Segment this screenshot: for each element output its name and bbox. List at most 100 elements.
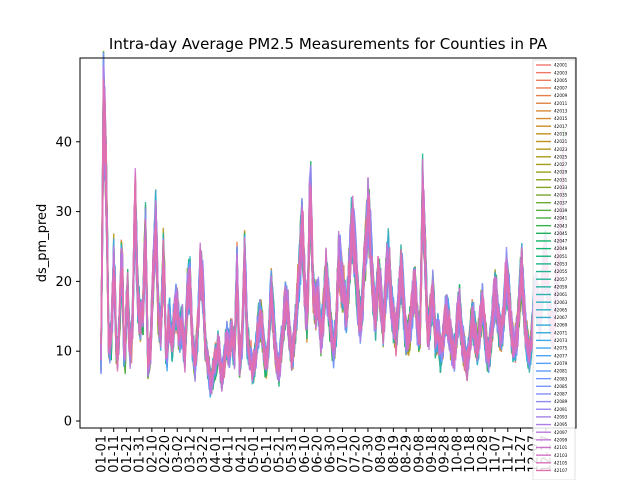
x-tick-label: 09-18 bbox=[425, 435, 440, 473]
legend-label: 42037 bbox=[554, 200, 568, 205]
legend-label: 42083 bbox=[554, 376, 568, 381]
legend-label: 42075 bbox=[554, 346, 568, 351]
x-tick-label: 07-10 bbox=[336, 435, 351, 473]
legend-label: 42093 bbox=[554, 415, 568, 420]
x-tick-label: 09-08 bbox=[412, 435, 427, 473]
x-tick-label: 06-10 bbox=[298, 435, 313, 473]
y-tick-label: 0 bbox=[64, 415, 72, 430]
y-tick-label: 20 bbox=[55, 275, 72, 290]
legend-label: 42027 bbox=[554, 162, 568, 167]
legend-label: 42007 bbox=[554, 86, 568, 91]
legend-label: 42049 bbox=[554, 246, 568, 251]
legend-label: 42023 bbox=[554, 147, 568, 152]
legend-label: 42015 bbox=[554, 116, 568, 121]
legend-label: 42065 bbox=[554, 307, 568, 312]
legend-label: 42085 bbox=[554, 384, 568, 389]
x-tick-label: 11-07 bbox=[489, 435, 504, 473]
legend: 42001 42003 42005 42007 42009 42011 42013 42015… bbox=[532, 59, 576, 480]
x-tick-label: 01-11 bbox=[107, 435, 122, 473]
x-tick-label: 06-30 bbox=[323, 435, 338, 473]
legend-label: 42095 bbox=[554, 422, 568, 427]
legend-label: 42025 bbox=[554, 154, 568, 159]
x-tick-label: 11-17 bbox=[501, 435, 516, 473]
x-axis: 01-0101-1101-2101-3102-1002-2003-0203-12… bbox=[95, 428, 554, 473]
legend-label: 42001 bbox=[554, 63, 568, 68]
legend-label: 42013 bbox=[554, 109, 568, 114]
legend-label: 42059 bbox=[554, 284, 568, 289]
chart-title: Intra-day Average PM2.5 Measurements for… bbox=[109, 35, 548, 53]
legend-label: 42069 bbox=[554, 323, 568, 328]
x-tick-label: 05-01 bbox=[247, 435, 262, 473]
x-tick-label: 08-09 bbox=[374, 435, 389, 473]
x-tick-label: 03-22 bbox=[196, 435, 211, 473]
legend-label: 42087 bbox=[554, 392, 568, 397]
x-tick-label: 05-11 bbox=[260, 435, 275, 473]
legend-label: 42055 bbox=[554, 269, 568, 274]
legend-label: 42089 bbox=[554, 399, 568, 404]
legend-label: 42019 bbox=[554, 131, 568, 136]
legend-label: 42081 bbox=[554, 369, 568, 374]
legend-box bbox=[532, 59, 576, 480]
legend-label: 42029 bbox=[554, 170, 568, 175]
legend-label: 42063 bbox=[554, 300, 568, 305]
legend-label: 42067 bbox=[554, 315, 568, 320]
x-tick-label: 08-19 bbox=[387, 435, 402, 473]
x-tick-label: 04-21 bbox=[234, 435, 249, 473]
x-tick-label: 07-20 bbox=[349, 435, 364, 473]
x-tick-label: 11-27 bbox=[514, 435, 529, 473]
x-tick-label: 01-01 bbox=[95, 435, 110, 473]
x-tick-label: 06-20 bbox=[311, 435, 326, 473]
legend-label: 42033 bbox=[554, 185, 568, 190]
legend-label: 42053 bbox=[554, 262, 568, 267]
legend-label: 42011 bbox=[554, 101, 568, 106]
legend-label: 42009 bbox=[554, 93, 568, 98]
x-tick-label: 09-28 bbox=[438, 435, 453, 473]
legend-label: 42103 bbox=[554, 453, 568, 458]
legend-label: 42099 bbox=[554, 437, 568, 442]
legend-label: 42021 bbox=[554, 139, 568, 144]
x-tick-label: 10-28 bbox=[476, 435, 491, 473]
legend-label: 42047 bbox=[554, 239, 568, 244]
x-tick-label: 02-20 bbox=[158, 435, 173, 473]
legend-label: 42101 bbox=[554, 445, 568, 450]
plot-area-frame bbox=[79, 57, 577, 429]
x-tick-label: 08-29 bbox=[400, 435, 415, 473]
y-tick-label: 30 bbox=[55, 205, 72, 220]
legend-label: 42031 bbox=[554, 177, 568, 182]
legend-label: 42105 bbox=[554, 460, 568, 465]
legend-label: 42071 bbox=[554, 330, 568, 335]
legend-label: 42051 bbox=[554, 254, 568, 259]
x-tick-label: 10-18 bbox=[463, 435, 478, 473]
legend-label: 42039 bbox=[554, 208, 568, 213]
plot-series-group bbox=[100, 50, 565, 398]
legend-label: 42107 bbox=[554, 468, 568, 473]
x-tick-label: 04-01 bbox=[209, 435, 224, 473]
x-tick-label: 05-21 bbox=[272, 435, 287, 473]
y-tick-label: 40 bbox=[55, 135, 72, 150]
legend-label: 42097 bbox=[554, 430, 568, 435]
y-tick-label: 10 bbox=[55, 345, 72, 360]
legend-label: 42077 bbox=[554, 353, 568, 358]
x-tick-label: 05-31 bbox=[285, 435, 300, 473]
x-tick-label: 03-02 bbox=[171, 435, 186, 473]
series-line-42107 bbox=[100, 79, 565, 381]
legend-label: 42091 bbox=[554, 407, 568, 412]
legend-label: 42017 bbox=[554, 124, 568, 129]
legend-label: 42041 bbox=[554, 216, 568, 221]
legend-label: 42003 bbox=[554, 70, 568, 75]
legend-label: 42035 bbox=[554, 193, 568, 198]
legend-label: 42073 bbox=[554, 338, 568, 343]
legend-label: 42079 bbox=[554, 361, 568, 366]
x-tick-label: 04-11 bbox=[222, 435, 237, 473]
x-tick-label: 02-10 bbox=[145, 435, 160, 473]
legend-label: 42045 bbox=[554, 231, 568, 236]
legend-label: 42057 bbox=[554, 277, 568, 282]
x-tick-label: 10-08 bbox=[450, 435, 465, 473]
x-tick-label: 01-21 bbox=[120, 435, 135, 473]
y-axis: 0 10 20 30 40 bbox=[55, 135, 80, 430]
legend-label: 42005 bbox=[554, 78, 568, 83]
x-tick-label: 07-30 bbox=[361, 435, 376, 473]
legend-label: 42061 bbox=[554, 292, 568, 297]
y-axis-label: ds_pm_pred bbox=[35, 204, 50, 283]
